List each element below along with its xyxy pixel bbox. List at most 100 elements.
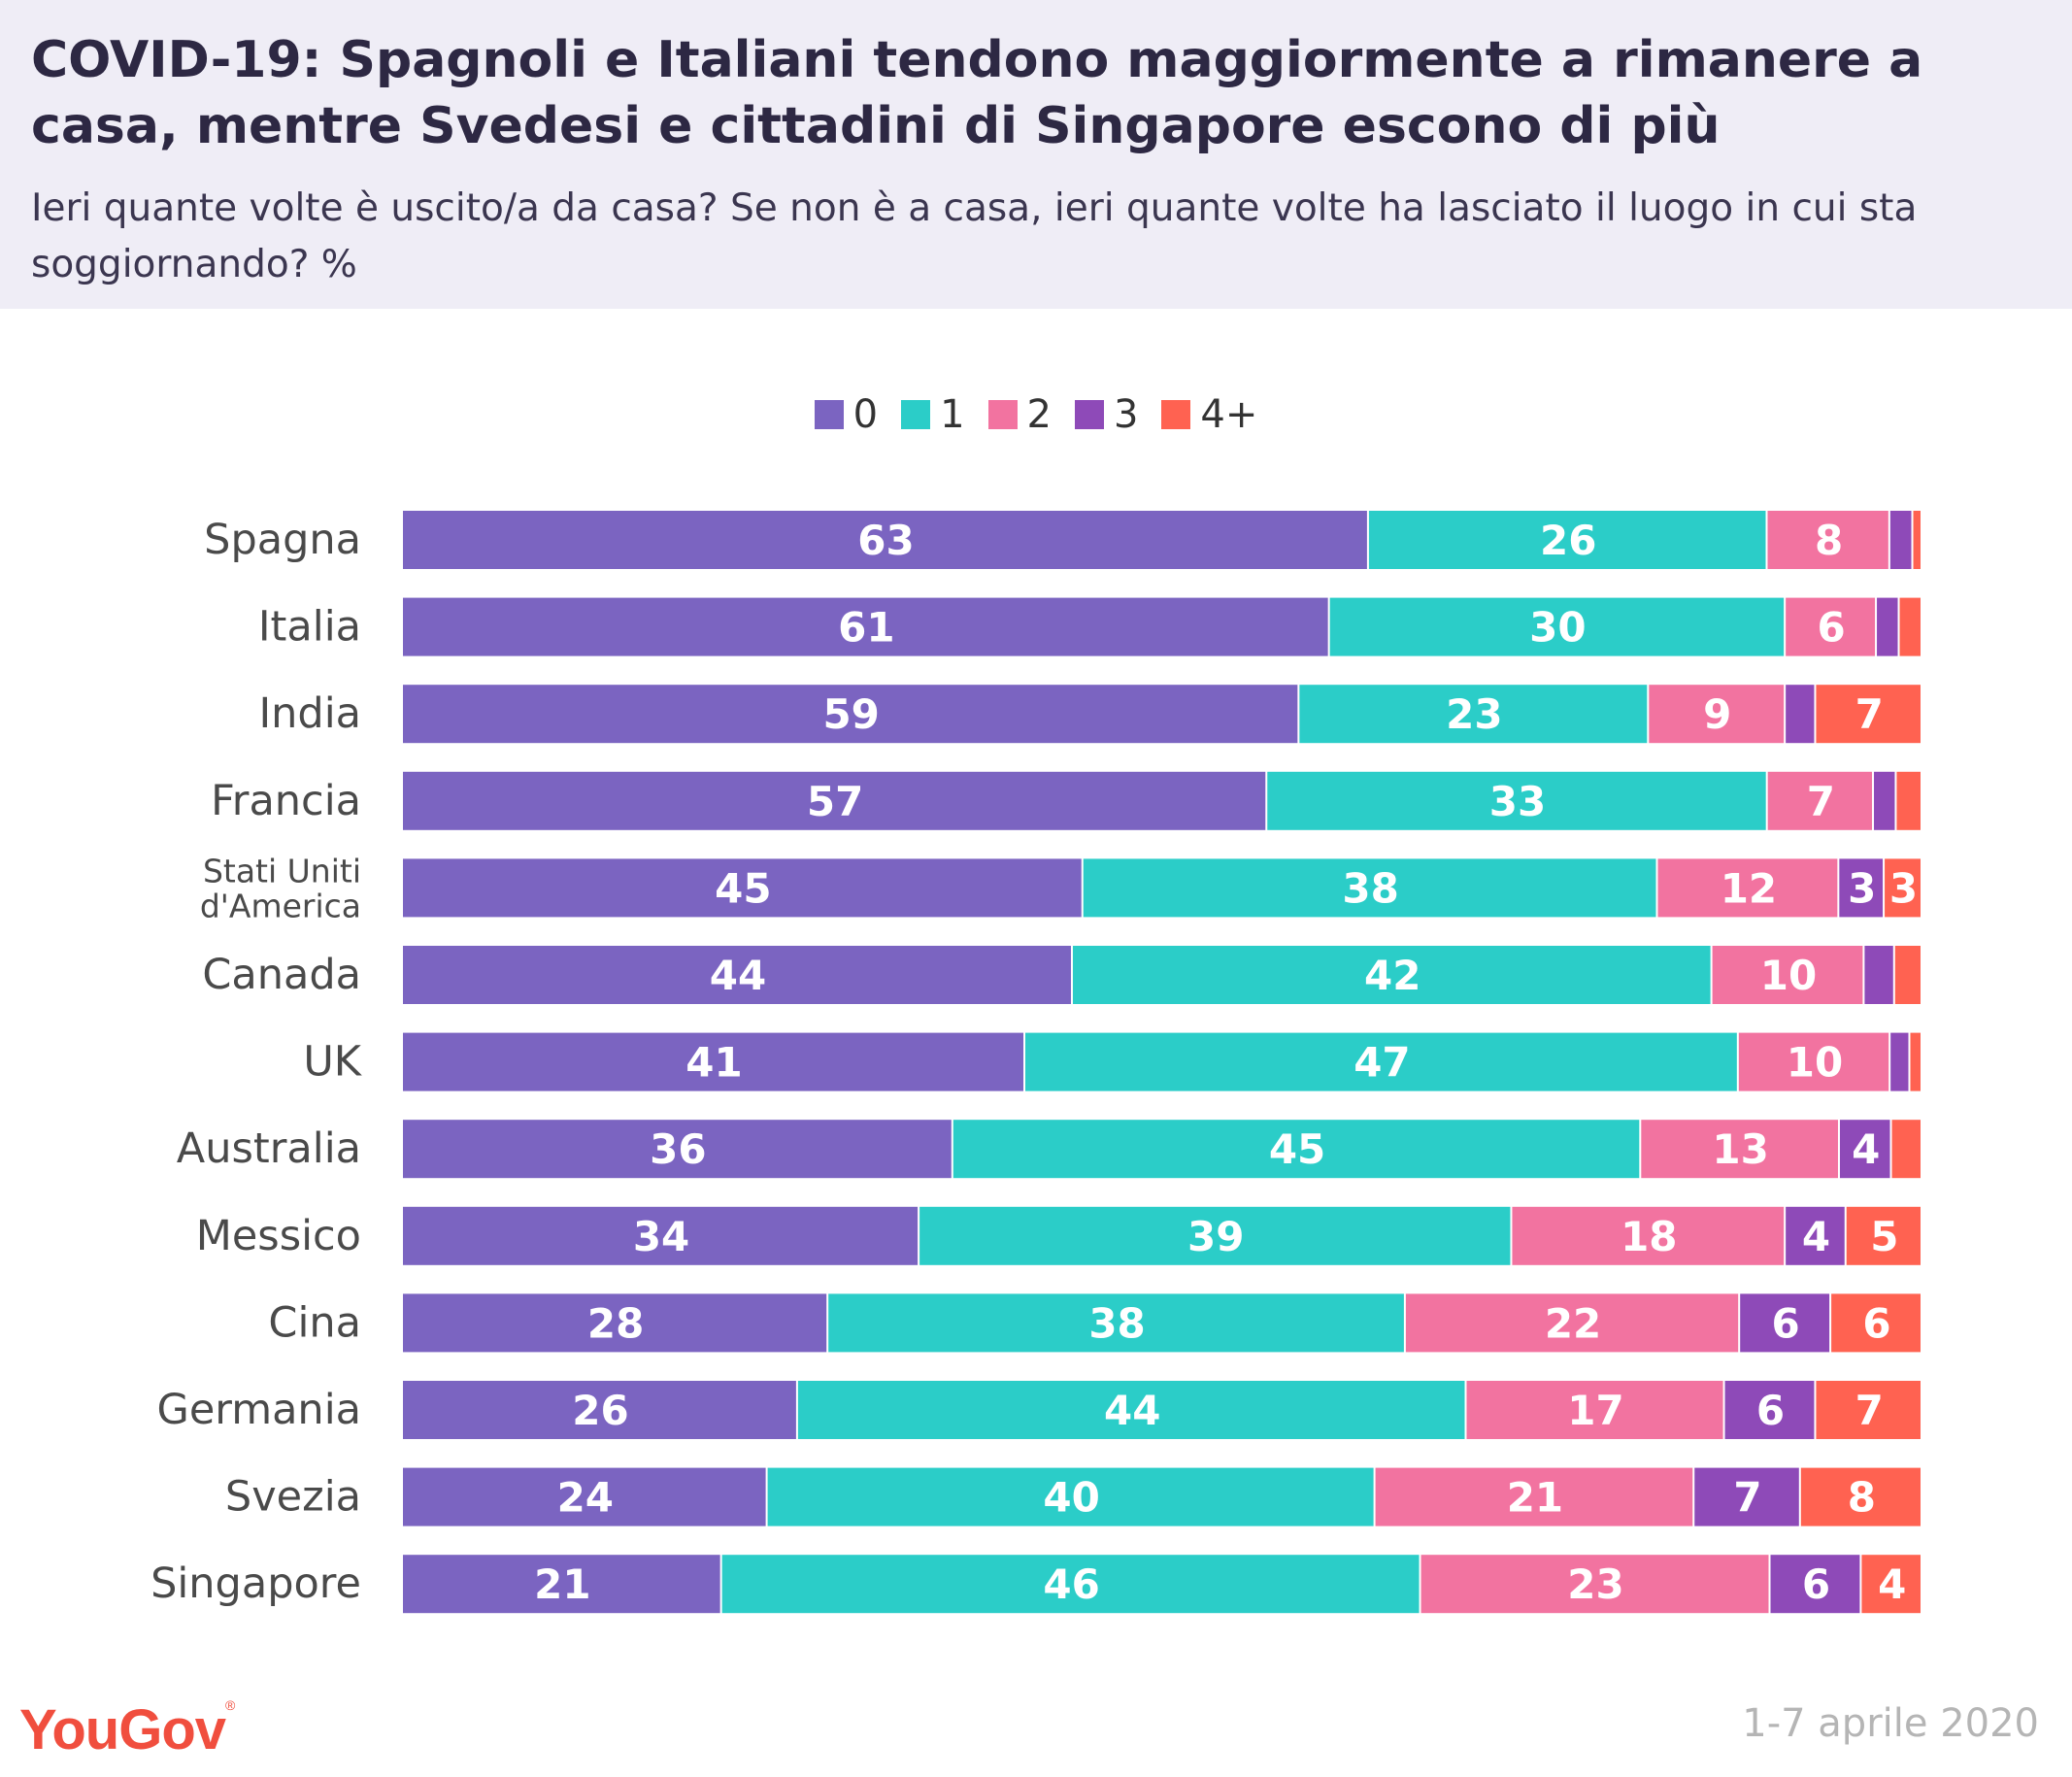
bar-segment [403,1120,952,1179]
bar-segment [1072,946,1711,1004]
data-label: 6 [1862,1299,1890,1347]
bar-segment [403,771,1266,830]
bar-segment [1405,1293,1739,1353]
category-label: Singapore [150,1559,361,1608]
bar-segment [1267,771,1766,830]
bar-segment [721,1555,1420,1614]
data-label: 4 [1802,1213,1830,1260]
bar-segment [1831,1293,1921,1353]
bar-segment [1786,685,1815,744]
bar-segment [1864,946,1893,1004]
bar-segment [767,1467,1374,1526]
data-label: 5 [1870,1213,1898,1260]
bar-segment [952,1120,1640,1179]
data-label: 7 [1733,1474,1761,1522]
data-label: 39 [1187,1213,1244,1260]
chart-title: COVID-19: Spagnoli e Italiani tendono ma… [31,31,1923,155]
data-label: 42 [1364,952,1420,999]
data-label: 3 [1889,864,1918,912]
bar-segment [403,1381,796,1439]
data-label: 57 [807,778,863,825]
data-label: 23 [1446,690,1502,738]
bar-segment [403,597,1328,656]
legend-item-3: 3 [1074,392,1138,437]
legend-item-4: 4+ [1161,392,1257,437]
legend-label-2: 2 [1026,392,1052,437]
data-label: 8 [1848,1474,1876,1522]
data-label: 40 [1043,1474,1099,1522]
legend-swatch-1 [901,400,931,429]
data-label: 7 [1855,690,1884,738]
bar-segment [1913,511,1921,569]
data-label: 63 [857,517,914,564]
legend-swatch-0 [814,400,844,429]
data-label: 38 [1342,864,1398,912]
bar-segment [1896,771,1921,830]
bar-segment [403,1206,919,1265]
bar-segment [828,1293,1404,1353]
bar-segment [1861,1555,1921,1614]
category-label: Messico [196,1212,361,1260]
bar-segment [1466,1381,1723,1439]
bar-segment [1770,1555,1860,1614]
data-label: 8 [1815,517,1843,564]
bar-segment [1512,1206,1785,1265]
data-label: 4 [1878,1560,1906,1608]
bar-segment [1375,1467,1693,1526]
data-label: 12 [1721,864,1777,912]
legend-item-0: 0 [814,392,878,437]
bar-segment [1649,685,1785,744]
category-label: Stati Uniti d'America [200,852,361,924]
data-label: 28 [587,1299,644,1347]
bar-segment [1894,946,1921,1004]
header-band: COVID-19: Spagnoli e Italiani tendono ma… [0,0,2072,309]
data-label: 26 [572,1387,628,1434]
legend-item-1: 1 [901,392,965,437]
bar-segment [1694,1467,1799,1526]
category-label: Spagna [204,516,361,564]
legend-swatch-4 [1161,400,1191,429]
bar-segment [1420,1555,1769,1614]
data-label: 4 [1852,1125,1880,1173]
legend-label-1: 1 [940,392,965,437]
bar-segment [1738,1032,1889,1091]
data-label: 7 [1855,1387,1884,1434]
data-label: 10 [1787,1039,1843,1087]
data-label: 61 [838,604,894,652]
data-label: 30 [1529,604,1586,652]
bar-segment [403,858,1082,918]
data-label: 18 [1621,1213,1677,1260]
data-label: 44 [710,952,766,999]
data-label: 13 [1712,1125,1768,1173]
data-label: 45 [715,864,771,912]
legend-item-2: 2 [987,392,1052,437]
bar-segment [1724,1381,1815,1439]
data-label: 23 [1567,1560,1623,1608]
data-label: 38 [1088,1299,1145,1347]
bar-segment [1025,1032,1737,1091]
data-label: 45 [1269,1125,1325,1173]
bar-segment [1657,858,1838,918]
data-label: 10 [1760,952,1817,999]
legend-swatch-2 [987,400,1018,429]
data-label: 36 [650,1125,706,1173]
bar-segment [1846,1206,1921,1265]
logo-text: YouGov [19,1698,226,1761]
bar-segment [1885,858,1921,918]
category-label: UK [303,1038,362,1087]
category-label: India [258,689,361,738]
data-label: 33 [1489,778,1546,825]
data-label: 7 [1807,778,1835,825]
survey-date: 1-7 aprile 2020 [1742,1701,2039,1746]
data-label: 6 [1772,1299,1800,1347]
category-label: Australia [177,1124,361,1173]
bar-segment [1889,511,1912,569]
data-label: 21 [1507,1474,1563,1522]
data-label: 47 [1353,1039,1410,1087]
bar-segment [1874,771,1895,830]
bar-segment [1877,597,1898,656]
bar-segment [1767,511,1888,569]
legend-swatch-3 [1074,400,1104,429]
bar-segment [1816,1381,1921,1439]
data-label: 22 [1545,1299,1601,1347]
